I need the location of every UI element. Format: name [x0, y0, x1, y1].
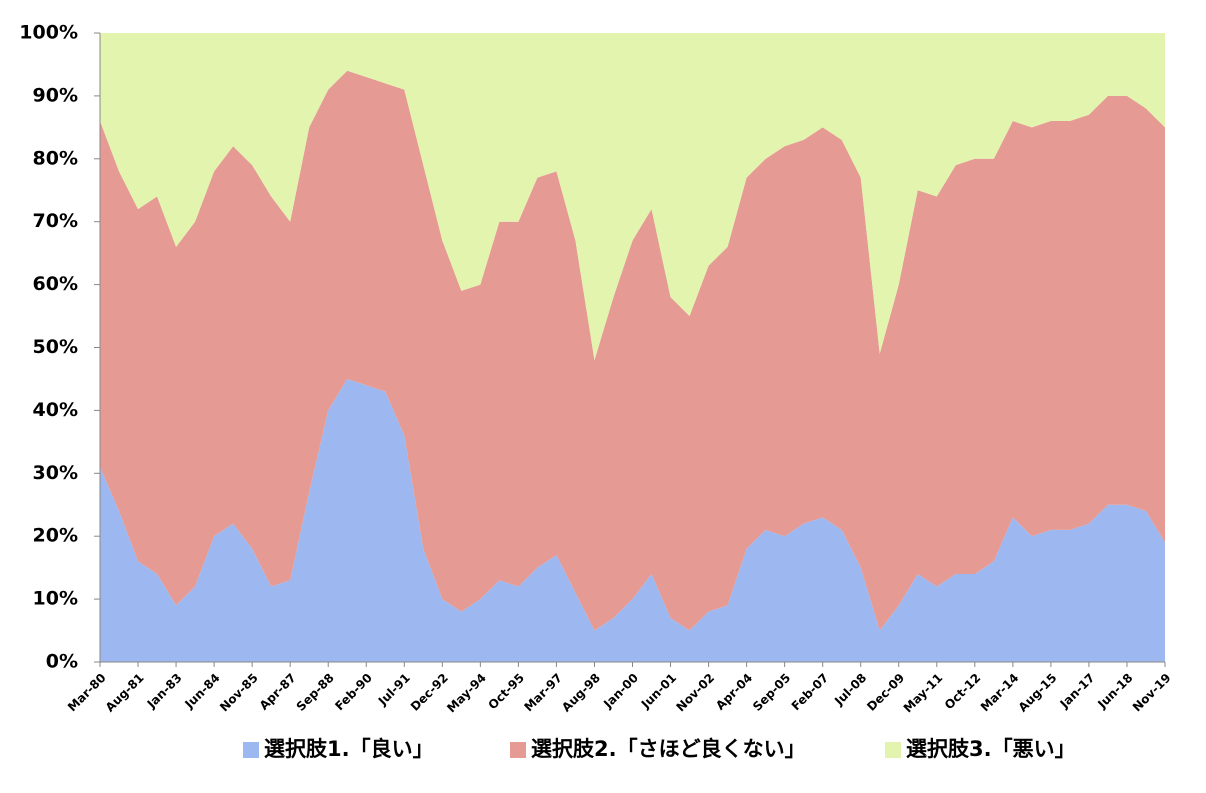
x-tick-label: Apr-04 — [713, 671, 755, 713]
x-tick-label: Aug-98 — [559, 671, 603, 715]
x-tick-label: Mar-14 — [978, 671, 1022, 715]
x-tick-label: Apr-87 — [257, 671, 299, 713]
x-tick-label: Nov-02 — [673, 671, 717, 715]
area — [100, 33, 1165, 361]
x-tick-label: Dec-92 — [408, 671, 451, 714]
x-tick-label: Oct-12 — [942, 671, 984, 713]
x-tick-label: Aug-15 — [1016, 671, 1060, 715]
y-tick-label: 100% — [19, 22, 78, 44]
x-tick-label: Jan-00 — [600, 671, 641, 712]
x-tick-label: Jan-17 — [1057, 671, 1098, 712]
legend-swatch — [243, 742, 259, 758]
x-tick-label: Nov-85 — [217, 671, 261, 715]
legend-label: 選択肢1.「良い」 — [264, 737, 434, 761]
legend-swatch — [510, 742, 526, 758]
y-tick-label: 50% — [33, 336, 78, 358]
area — [100, 378, 1165, 662]
x-tick-label: May-94 — [444, 671, 489, 716]
y-tick-label: 60% — [33, 273, 78, 295]
y-tick-label: 0% — [46, 651, 78, 673]
x-tick-label: Mar-80 — [65, 671, 109, 715]
x-tick-label: Sep-88 — [294, 671, 337, 714]
x-tick-label: Jun-84 — [182, 671, 223, 712]
y-tick-label: 20% — [33, 525, 78, 547]
x-tick-label: Jan-83 — [144, 671, 185, 712]
x-tick-label: May-11 — [901, 671, 946, 716]
legend-label: 選択肢2.「さほど良くない」 — [531, 737, 806, 761]
x-tick-label: Jul-91 — [375, 671, 413, 709]
area — [100, 70, 1165, 631]
x-tick-label: Jun-01 — [638, 671, 679, 712]
x-tick-label: Nov-19 — [1130, 671, 1174, 715]
x-tick-label: Feb-90 — [332, 671, 375, 714]
x-tick-label: Feb-07 — [789, 671, 832, 714]
y-tick-label: 40% — [33, 399, 78, 421]
x-tick-label: Dec-09 — [864, 671, 907, 714]
y-tick-label: 70% — [33, 210, 78, 232]
legend-label: 選択肢3.「悪い」 — [906, 737, 1076, 761]
y-tick-label: 90% — [33, 84, 78, 106]
x-tick-label: Sep-05 — [750, 671, 793, 714]
x-tick-label: Aug-81 — [103, 671, 147, 715]
y-tick-label: 30% — [33, 462, 78, 484]
x-tick-label: Jun-18 — [1094, 671, 1135, 712]
y-tick-label: 80% — [33, 147, 78, 169]
y-tick-label: 10% — [33, 588, 78, 610]
x-tick-label: Mar-97 — [521, 671, 565, 715]
x-tick-label: Oct-95 — [485, 671, 527, 713]
x-tick-label: Jul-08 — [831, 671, 869, 709]
legend-swatch — [885, 742, 901, 758]
